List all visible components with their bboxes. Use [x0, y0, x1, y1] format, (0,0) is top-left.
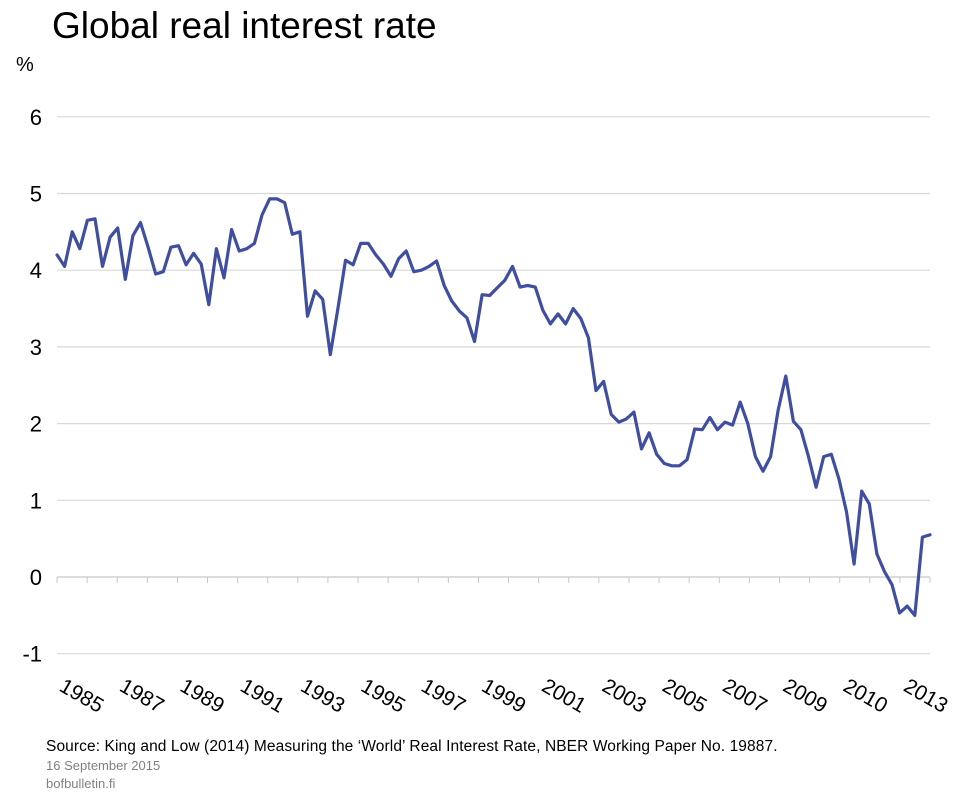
x-tick-label: 1989	[176, 674, 228, 717]
x-tick-label: 1993	[297, 674, 349, 717]
chart-title: Global real interest rate	[52, 5, 437, 46]
y-axis-unit-label: %	[16, 54, 34, 76]
x-tick-label: 1999	[478, 674, 530, 717]
source-note: Source: King and Low (2014) Measuring th…	[46, 738, 778, 755]
site-name: bofbulletin.fi	[46, 776, 116, 791]
x-tick-label: 1987	[116, 674, 168, 717]
y-tick-label: 1	[30, 488, 42, 513]
x-tick-label: 1991	[236, 674, 288, 717]
y-tick-label: 5	[30, 182, 42, 207]
x-tick-label: 2005	[659, 674, 711, 717]
publication-date: 16 September 2015	[46, 758, 161, 773]
x-tick-label: 2001	[538, 674, 590, 717]
y-tick-label: 4	[30, 258, 42, 283]
series-line	[55, 197, 932, 617]
x-tick-label: 2007	[719, 674, 771, 717]
y-tick-label: 0	[30, 565, 42, 590]
x-tick-label: 2003	[598, 674, 650, 717]
y-tick-label: 6	[30, 105, 42, 130]
x-tick-label: 2010	[839, 674, 891, 717]
x-tick-label: 2009	[779, 674, 831, 717]
y-tick-label: 3	[30, 335, 42, 360]
x-tick-label: 2013	[900, 674, 952, 717]
x-tick-label: 1985	[56, 674, 108, 717]
x-tick-label: 1995	[357, 674, 409, 717]
y-tick-label: 2	[30, 412, 42, 437]
x-tick-label: 1997	[417, 674, 469, 717]
y-tick-label: -1	[22, 642, 42, 667]
